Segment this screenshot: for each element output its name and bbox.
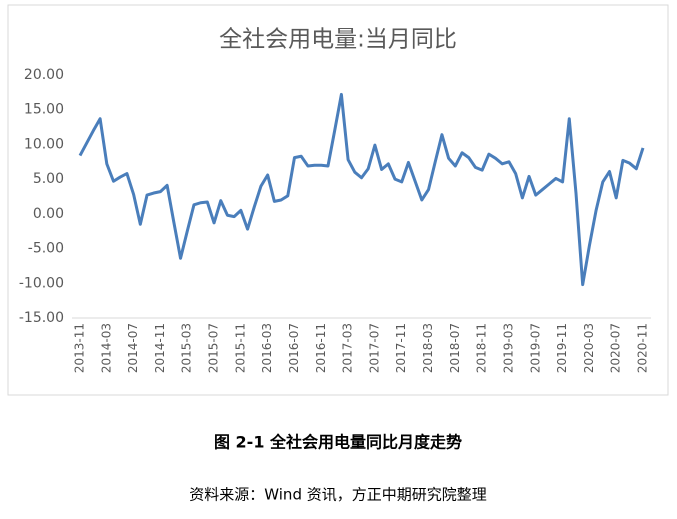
x-tick-label: 2015-11	[233, 323, 247, 373]
y-tick-label: 20.00	[24, 67, 64, 83]
x-tick-label: 2020-07	[609, 323, 623, 373]
x-tick-label: 2018-03	[421, 323, 435, 373]
x-tick-label: 2017-03	[341, 323, 355, 373]
chart-frame	[7, 4, 669, 396]
x-tick-label: 2019-11	[555, 323, 569, 373]
x-tick-label: 2016-03	[260, 323, 274, 373]
source-note: 资料来源：Wind 资讯，方正中期研究院整理	[189, 486, 486, 504]
y-tick-label: 5.00	[33, 171, 64, 187]
x-tick-label: 2017-07	[367, 323, 381, 373]
x-tick-label: 2018-07	[448, 323, 462, 373]
x-tick-label: 2020-11	[636, 323, 650, 373]
x-tick-label: 2014-07	[126, 323, 140, 373]
x-tick-label: 2020-03	[582, 323, 596, 373]
x-tick-label: 2014-11	[153, 323, 167, 373]
x-tick-label: 2016-11	[314, 323, 328, 373]
x-tick-label: 2016-07	[287, 323, 301, 373]
x-tick-label: 2017-11	[394, 323, 408, 373]
x-tick-label: 2019-03	[501, 323, 515, 373]
y-tick-label: 10.00	[24, 136, 64, 152]
x-tick-label: 2018-11	[475, 323, 489, 373]
x-tick-label: 2019-07	[528, 323, 542, 373]
x-tick-label: 2015-03	[180, 323, 194, 373]
chart-title: 全社会用电量:当月同比	[219, 27, 457, 53]
y-tick-label: 0.00	[33, 206, 64, 222]
x-tick-label: 2014-03	[99, 323, 113, 373]
y-tick-label: -15.00	[19, 310, 64, 326]
y-tick-label: -5.00	[28, 241, 64, 257]
y-tick-label: 15.00	[24, 102, 64, 118]
y-tick-label: -10.00	[19, 275, 64, 291]
data-line	[78, 92, 645, 287]
x-tick-label: 2015-07	[207, 323, 221, 373]
figure-caption: 图 2-1 全社会用电量同比月度走势	[214, 433, 462, 452]
x-tick-label: 2013-11	[73, 323, 87, 373]
